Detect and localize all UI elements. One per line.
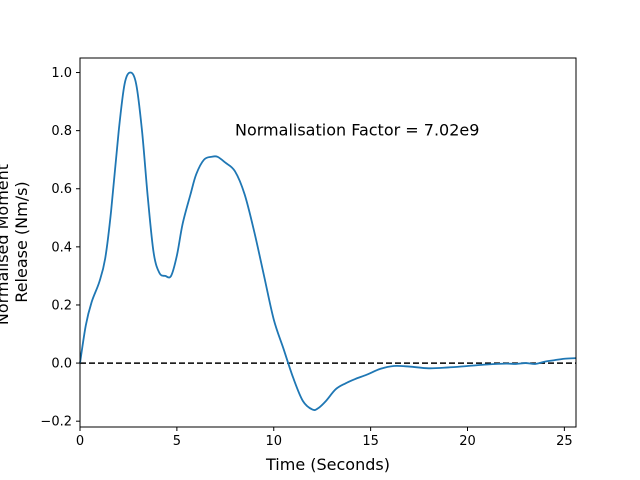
y-tick-label: 0.6 (51, 182, 72, 197)
y-tick-label: 0.2 (51, 298, 72, 313)
x-tick-label: 10 (265, 434, 282, 449)
x-tick-label: 15 (362, 434, 379, 449)
x-tick-label: 0 (76, 434, 84, 449)
x-axis-ticks: 0 5 10 15 20 25 (76, 427, 573, 449)
y-tick-label: 1.0 (51, 66, 72, 81)
y-axis-label-line-2: Release (Nm/s) (12, 181, 31, 302)
x-axis-label: Time (Seconds) (265, 455, 390, 474)
plot-background (80, 58, 576, 427)
y-axis-ticks: −0.2 0.0 0.2 0.4 0.6 0.8 1.0 (40, 66, 80, 430)
normalisation-annotation: Normalisation Factor = 7.02e9 (235, 121, 479, 140)
x-tick-label: 20 (459, 434, 476, 449)
y-tick-label: 0.4 (51, 240, 72, 255)
x-tick-label: 5 (173, 434, 181, 449)
y-axis-label: Normalised Moment Release (Nm/s) (0, 159, 31, 325)
y-tick-label: 0.0 (51, 357, 72, 372)
x-tick-label: 25 (556, 434, 573, 449)
y-tick-label: 0.8 (51, 124, 72, 139)
series-line-0 (79, 71, 577, 411)
plot-frame (79, 57, 577, 428)
y-tick-label: −0.2 (40, 415, 72, 430)
y-axis-label-line-1: Normalised Moment (0, 164, 12, 325)
series-layer (79, 71, 577, 411)
